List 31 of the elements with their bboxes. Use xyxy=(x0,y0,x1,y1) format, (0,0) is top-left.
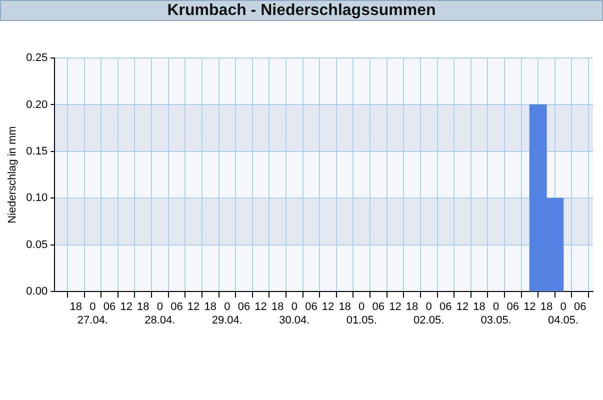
x-tick-label: 12 xyxy=(389,301,402,314)
x-tick-label: 12 xyxy=(322,301,334,314)
y-tick-label: 0.05 xyxy=(26,238,48,251)
x-tick-label: 18 xyxy=(540,301,553,314)
chart-title: Krumbach - Niederschlagssummen xyxy=(0,0,603,21)
x-tick-label: 18 xyxy=(473,301,486,314)
x-tick-label: 06 xyxy=(372,301,385,314)
y-tick-label: 0.00 xyxy=(26,286,48,298)
x-tick-label: 12 xyxy=(120,301,132,314)
x-tick-label: 12 xyxy=(187,301,200,314)
x-tick-label: 06 xyxy=(574,301,586,314)
y-tick-label: 0.15 xyxy=(26,145,48,158)
x-tick-label: 18 xyxy=(338,301,351,314)
x-tick-label: 06 xyxy=(170,301,183,314)
x-tick-label: 06 xyxy=(238,301,250,314)
y-tick-label: 0.20 xyxy=(26,98,48,111)
x-tick-label: 06 xyxy=(103,301,116,314)
x-tick-label: 12 xyxy=(456,301,469,314)
y-axis-title: Niederschlag in mm xyxy=(6,126,19,224)
x-tick-label: 06 xyxy=(506,301,520,314)
y-tick-label: 0.10 xyxy=(26,192,48,204)
x-tick-label: 06 xyxy=(440,301,452,314)
x-tick-label: 18 xyxy=(406,301,418,314)
x-tick-label: 18 xyxy=(137,301,150,314)
x-tick-label: 12 xyxy=(524,301,536,314)
x-tick-label: 18 xyxy=(70,301,82,314)
x-tick-label: 18 xyxy=(271,301,284,314)
x-tick-label: 18 xyxy=(204,301,216,314)
y-tick-label: 0.25 xyxy=(26,52,48,64)
x-tick-label: 06 xyxy=(305,301,318,314)
x-tick-label: 12 xyxy=(254,301,267,314)
